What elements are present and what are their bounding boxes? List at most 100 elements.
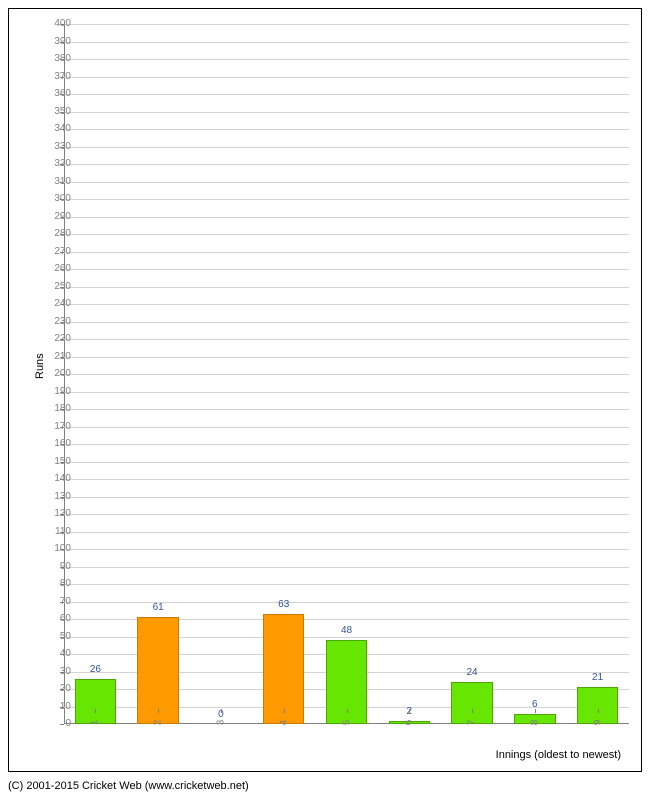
grid-line xyxy=(64,339,629,340)
grid-line xyxy=(64,532,629,533)
grid-line xyxy=(64,357,629,358)
grid-line xyxy=(64,287,629,288)
y-tick-label: 30 xyxy=(41,667,71,677)
bar-value-label: 26 xyxy=(90,664,101,675)
y-tick-label: 310 xyxy=(41,177,71,187)
grid-line xyxy=(64,497,629,498)
y-tick-label: 250 xyxy=(41,282,71,292)
y-tick-label: 300 xyxy=(41,194,71,204)
copyright-text: (C) 2001-2015 Cricket Web (www.cricketwe… xyxy=(8,780,249,792)
y-tick-label: 290 xyxy=(41,212,71,222)
x-tick-mark xyxy=(95,709,96,713)
y-tick-label: 190 xyxy=(41,387,71,397)
grid-line xyxy=(64,374,629,375)
bar-value-label: 24 xyxy=(466,667,477,678)
y-tick-label: 380 xyxy=(41,54,71,64)
bar-value-label: 63 xyxy=(278,599,289,610)
x-tick-label: 5 xyxy=(341,720,352,726)
x-tick-label: 9 xyxy=(592,720,603,726)
x-tick-label: 1 xyxy=(90,720,101,726)
y-tick-label: 270 xyxy=(41,247,71,257)
y-tick-label: 230 xyxy=(41,317,71,327)
y-tick-label: 260 xyxy=(41,264,71,274)
x-tick-mark xyxy=(347,709,348,713)
y-tick-label: 90 xyxy=(41,562,71,572)
grid-line xyxy=(64,182,629,183)
grid-line xyxy=(64,409,629,410)
bar-value-label: 61 xyxy=(153,602,164,613)
y-tick-label: 390 xyxy=(41,37,71,47)
grid-line xyxy=(64,444,629,445)
y-tick-label: 110 xyxy=(41,527,71,537)
grid-line xyxy=(64,42,629,43)
y-tick-label: 320 xyxy=(41,159,71,169)
bar-value-label: 21 xyxy=(592,672,603,683)
grid-line xyxy=(64,304,629,305)
y-tick-label: 360 xyxy=(41,89,71,99)
grid-line xyxy=(64,322,629,323)
x-tick-label: 7 xyxy=(467,720,478,726)
grid-line xyxy=(64,24,629,25)
grid-line xyxy=(64,427,629,428)
x-tick-label: 4 xyxy=(278,720,289,726)
bar xyxy=(451,682,492,724)
bar-value-label: 6 xyxy=(532,699,538,710)
y-tick-label: 170 xyxy=(41,422,71,432)
plot-area: 266106348224621 xyxy=(64,24,629,724)
y-tick-label: 50 xyxy=(41,632,71,642)
x-tick-label: 8 xyxy=(529,720,540,726)
y-tick-label: 160 xyxy=(41,439,71,449)
grid-line xyxy=(64,199,629,200)
x-tick-label: 6 xyxy=(404,720,415,726)
y-tick-label: 70 xyxy=(41,597,71,607)
y-tick-label: 40 xyxy=(41,649,71,659)
bar xyxy=(263,614,304,724)
grid-line xyxy=(64,252,629,253)
x-tick-mark xyxy=(158,709,159,713)
x-tick-mark xyxy=(409,709,410,713)
y-tick-label: 0 xyxy=(41,719,71,729)
grid-line xyxy=(64,129,629,130)
y-tick-label: 20 xyxy=(41,684,71,694)
grid-line xyxy=(64,462,629,463)
y-tick-label: 140 xyxy=(41,474,71,484)
x-tick-label: 2 xyxy=(153,720,164,726)
chart-container: 266106348224621 Runs Innings (oldest to … xyxy=(0,0,650,800)
grid-line xyxy=(64,602,629,603)
y-tick-label: 370 xyxy=(41,72,71,82)
grid-line xyxy=(64,549,629,550)
y-tick-label: 340 xyxy=(41,124,71,134)
grid-line xyxy=(64,77,629,78)
y-tick-label: 350 xyxy=(41,107,71,117)
x-tick-label: 3 xyxy=(215,720,226,726)
y-tick-label: 280 xyxy=(41,229,71,239)
grid-line xyxy=(64,112,629,113)
grid-line xyxy=(64,567,629,568)
grid-line xyxy=(64,269,629,270)
y-tick-label: 130 xyxy=(41,492,71,502)
x-tick-mark xyxy=(284,709,285,713)
y-tick-label: 100 xyxy=(41,544,71,554)
y-tick-label: 180 xyxy=(41,404,71,414)
y-tick-label: 220 xyxy=(41,334,71,344)
grid-line xyxy=(64,584,629,585)
x-tick-mark xyxy=(535,709,536,713)
grid-line xyxy=(64,392,629,393)
y-tick-label: 330 xyxy=(41,142,71,152)
x-tick-mark xyxy=(598,709,599,713)
grid-line xyxy=(64,94,629,95)
grid-line xyxy=(64,59,629,60)
y-tick-label: 80 xyxy=(41,579,71,589)
x-axis-label: Innings (oldest to newest) xyxy=(496,749,621,761)
y-tick-label: 150 xyxy=(41,457,71,467)
y-tick-label: 210 xyxy=(41,352,71,362)
y-tick-label: 10 xyxy=(41,702,71,712)
grid-line xyxy=(64,479,629,480)
grid-line xyxy=(64,514,629,515)
grid-line xyxy=(64,164,629,165)
x-tick-mark xyxy=(221,709,222,713)
bar xyxy=(75,679,116,725)
y-tick-label: 240 xyxy=(41,299,71,309)
y-tick-label: 400 xyxy=(41,19,71,29)
y-tick-label: 200 xyxy=(41,369,71,379)
